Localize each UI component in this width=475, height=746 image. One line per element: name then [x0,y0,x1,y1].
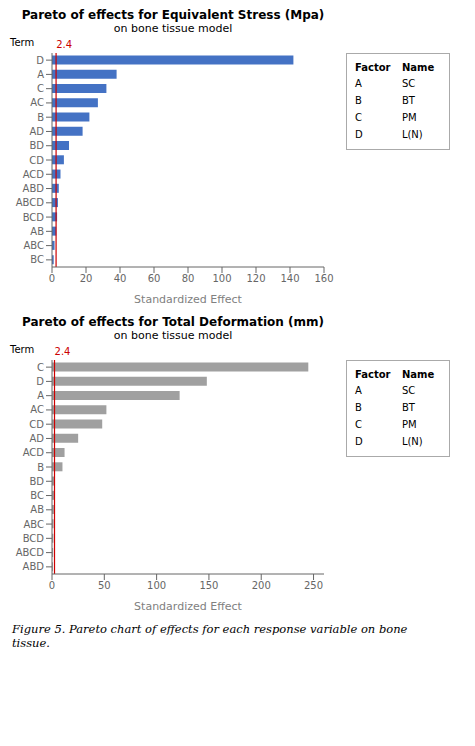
html-text:SC: SC [401,78,416,89]
html-text:PM: PM [401,419,417,430]
html-text:A: A [355,78,362,89]
svg-text:100: 100 [212,273,231,284]
svg-text:20: 20 [80,273,93,284]
svg-text:ABCD: ABCD [16,547,45,558]
html-text:Name: Name [401,62,435,73]
svg-text:80: 80 [182,273,195,284]
html-text:Term: Term [10,37,35,48]
svg-text:D: D [36,55,44,66]
html-text:Pareto of effects for Total De: Pareto of effects for Total Deformation … [22,315,324,329]
html-text:Factor: Factor [355,62,391,73]
html-text:Name: Name [401,369,435,380]
svg-text:Standardized Effect: Standardized Effect [134,293,242,306]
html-text:D: D [355,436,363,447]
html-text:BT: BT [401,402,415,413]
svg-text:ACD: ACD [23,169,45,180]
svg-text:150: 150 [199,580,218,591]
html-text:Figure 5. Pareto chart of effe: Figure 5. Pareto chart of effects for ea… [12,622,408,636]
svg-text:AD: AD [29,126,44,137]
html-text:PM: PM [401,112,417,123]
svg-text:AB: AB [30,504,44,515]
html-text:tissue.: tissue. [12,636,50,650]
svg-text:ACD: ACD [23,447,45,458]
svg-text:BCD: BCD [23,533,45,544]
html-text:BT: BT [401,95,415,106]
html-text:L(N): L(N) [401,129,423,140]
svg-text:BCD: BCD [23,212,45,223]
svg-text:A: A [37,390,44,401]
html-text:Term: Term [10,344,35,355]
svg-text:60: 60 [148,273,161,284]
html-text:C: C [355,112,362,123]
svg-text:ABC: ABC [23,240,44,251]
svg-text:BD: BD [29,140,44,151]
svg-text:50: 50 [98,580,111,591]
html-text:on bone tissue model: on bone tissue model [113,22,233,35]
svg-text:ABC: ABC [23,519,44,530]
svg-text:2.4: 2.4 [55,346,71,357]
svg-text:2.4: 2.4 [56,39,72,50]
svg-text:AD: AD [29,433,44,444]
svg-text:D: D [36,376,44,387]
html-text:C: C [355,419,362,430]
svg-text:250: 250 [304,580,323,591]
svg-text:BC: BC [30,254,44,265]
html-text:SC: SC [401,385,416,396]
html-text:Pareto of effects for Equivale: Pareto of effects for Equivalent Stress … [21,8,325,22]
svg-text:140: 140 [280,273,299,284]
html-text:Factor: Factor [355,369,391,380]
html-text:D: D [355,129,363,140]
svg-text:B: B [37,462,44,473]
html-text:L(N): L(N) [401,436,423,447]
svg-text:0: 0 [49,580,55,591]
svg-text:ABD: ABD [23,561,45,572]
svg-text:BC: BC [30,490,44,501]
svg-text:CD: CD [29,155,44,166]
svg-text:AC: AC [30,97,44,108]
svg-text:ABD: ABD [23,183,45,194]
svg-text:120: 120 [246,273,265,284]
svg-text:0: 0 [49,273,55,284]
svg-text:ABCD: ABCD [16,197,45,208]
svg-text:BD: BD [29,476,44,487]
svg-text:200: 200 [252,580,271,591]
svg-text:B: B [37,112,44,123]
svg-text:160: 160 [314,273,333,284]
svg-text:100: 100 [147,580,166,591]
html-text:B: B [355,402,362,413]
svg-text:CD: CD [29,419,44,430]
html-text:A: A [355,385,362,396]
html-text:on bone tissue model: on bone tissue model [113,329,233,342]
html-text:B: B [355,95,362,106]
svg-text:C: C [37,83,44,94]
svg-text:AC: AC [30,404,44,415]
svg-text:Standardized Effect: Standardized Effect [134,600,242,613]
svg-text:40: 40 [114,273,127,284]
svg-text:AB: AB [30,226,44,237]
svg-text:A: A [37,69,44,80]
svg-text:C: C [37,362,44,373]
